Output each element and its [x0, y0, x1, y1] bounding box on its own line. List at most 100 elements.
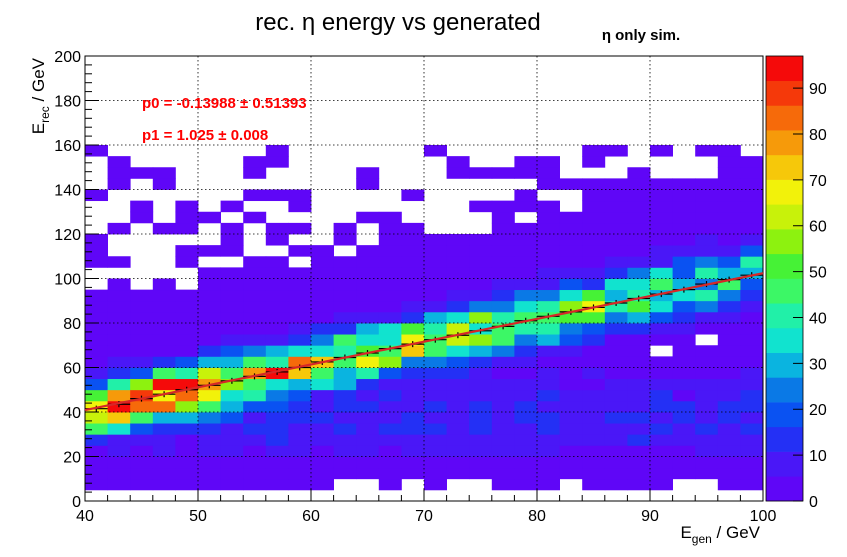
heatmap-cell [85, 300, 108, 313]
heatmap-cell [85, 378, 108, 391]
heatmap-cell [672, 289, 696, 302]
heatmap-cell [356, 356, 380, 368]
heatmap-cell [401, 234, 425, 246]
heatmap-cell [469, 434, 493, 446]
heatmap-cell [333, 445, 357, 457]
color-scale-swatch [766, 278, 803, 304]
heatmap-cell [672, 467, 696, 480]
heatmap-cell [198, 245, 221, 257]
heatmap-cell [717, 289, 741, 302]
heatmap-cell [469, 345, 493, 357]
heatmap-cell [243, 434, 267, 446]
heatmap-cell [107, 289, 131, 302]
heatmap-cell [582, 334, 606, 346]
heatmap-cell [175, 300, 199, 313]
heatmap-cell [152, 467, 176, 480]
heatmap-cell [672, 434, 696, 446]
heatmap-cell [378, 445, 402, 457]
heatmap-cell [627, 378, 651, 391]
heatmap-cell [356, 211, 380, 224]
heatmap-cell [672, 423, 696, 435]
heatmap-cell [424, 311, 447, 324]
heatmap-cell [740, 367, 764, 380]
heatmap-cell [604, 267, 628, 279]
heatmap-cell [107, 412, 131, 424]
heatmap-cell [243, 400, 267, 413]
heatmap-cell [107, 367, 131, 380]
heatmap-cell [582, 423, 606, 435]
heatmap-cell [401, 367, 425, 380]
heatmap-cell [514, 167, 538, 179]
heatmap-cell [582, 311, 606, 324]
heatmap-cell [424, 300, 447, 313]
heatmap-cell [582, 434, 606, 446]
y-tick-label: 140 [54, 183, 81, 200]
heatmap-cell [582, 478, 606, 491]
heatmap-cell [604, 367, 628, 380]
heatmap-cell [672, 311, 696, 324]
heatmap-cell [740, 356, 764, 368]
heatmap-cell [650, 300, 673, 313]
heatmap-cell [220, 334, 244, 346]
heatmap-cell [491, 434, 515, 446]
heatmap-cell [152, 423, 176, 435]
heatmap-cell [198, 456, 221, 469]
heatmap-cell [582, 145, 606, 157]
heatmap-cell [537, 467, 560, 480]
heatmap-cell [378, 211, 402, 224]
heatmap-cell [311, 378, 334, 391]
heatmap-cell [582, 222, 606, 235]
heatmap-cell [311, 256, 334, 268]
heatmap-cell [650, 200, 673, 213]
heatmap-cell [717, 311, 741, 324]
x-tick-label: 60 [302, 508, 320, 525]
heatmap-cell [107, 434, 131, 446]
heatmap-cell [243, 467, 267, 480]
heatmap-cell [401, 278, 425, 291]
grid-lines [85, 56, 763, 501]
color-scale-swatch [766, 327, 803, 353]
heatmap-cell [582, 267, 606, 279]
heatmap-cell [695, 456, 719, 469]
heatmap-cell [491, 167, 515, 179]
heatmap-cell [695, 211, 719, 224]
heatmap-cell [175, 412, 199, 424]
heatmap-cell [537, 222, 560, 235]
heatmap-cell [604, 278, 628, 291]
heatmap-cell [740, 400, 764, 413]
heatmap-cell [582, 189, 606, 202]
heatmap-cell [356, 278, 380, 291]
heatmap-cell [469, 311, 493, 324]
heatmap-cell [265, 256, 289, 268]
heatmap-cell [740, 156, 764, 168]
heatmap-cell [333, 256, 357, 268]
heatmap-cell [604, 378, 628, 391]
heatmap-cell [265, 222, 289, 235]
heatmap-cell [672, 300, 696, 313]
heatmap-cell [627, 211, 651, 224]
heatmap-cell [401, 434, 425, 446]
heatmap-cell [356, 434, 380, 446]
heatmap-cell [107, 278, 131, 291]
heatmap-cell [356, 467, 380, 480]
heatmap-cell [85, 323, 108, 335]
heatmap-cell [446, 323, 470, 335]
heatmap-cell [265, 467, 289, 480]
heatmap-cell [401, 300, 425, 313]
fit-line [84, 272, 764, 412]
heatmap-cell [582, 323, 606, 335]
heatmap-cell [401, 400, 425, 413]
heatmap-cell [175, 345, 199, 357]
heatmap-cell [175, 434, 199, 446]
color-scale-tick-label: 90 [809, 81, 827, 98]
heatmap-cell [740, 189, 764, 202]
heatmap-cell [491, 278, 515, 291]
heatmap-cell [717, 367, 741, 380]
heatmap-cell [333, 434, 357, 446]
color-scale-tick-label: 80 [809, 127, 827, 144]
heatmap-cell [537, 367, 560, 380]
heatmap-cell [514, 478, 538, 491]
color-scale-tick-label: 60 [809, 219, 827, 236]
heatmap-cell [107, 445, 131, 457]
heatmap-cell [627, 189, 651, 202]
